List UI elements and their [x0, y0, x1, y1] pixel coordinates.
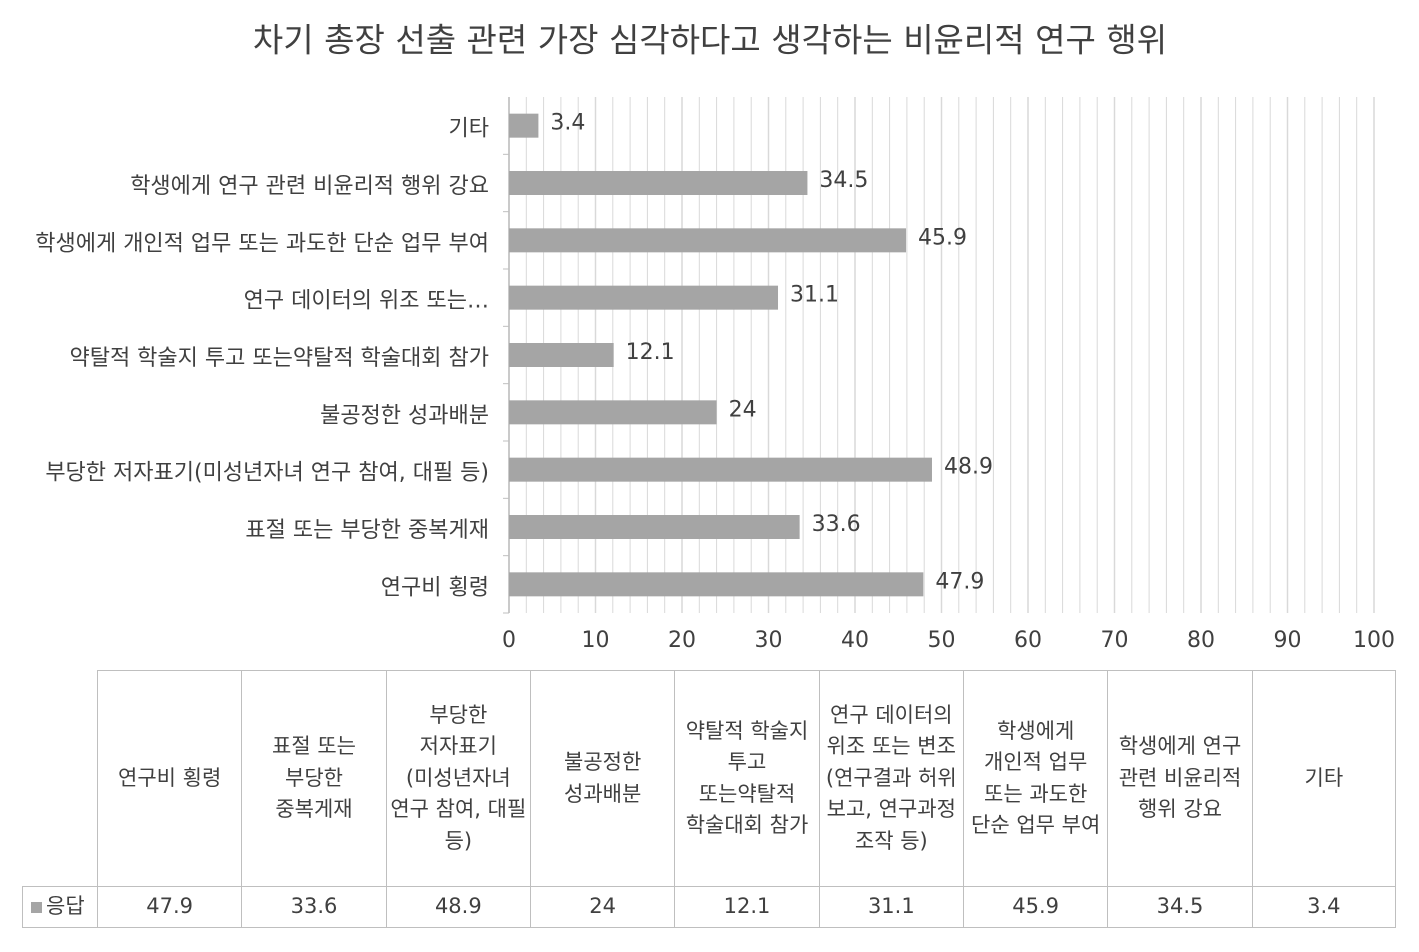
x-tick-label: 30 — [755, 628, 783, 653]
data-label: 34.5 — [819, 168, 868, 193]
bar — [509, 285, 779, 310]
table-value: 3.4 — [1251, 886, 1396, 928]
table-value: 47.9 — [97, 886, 242, 928]
table-header: 학생에게 개인적 업무 또는 과도한 단순 업무 부여 — [963, 670, 1108, 886]
y-tick-label: 부당한 저자표기(미성년자녀 연구 참여, 대필 등) — [45, 461, 489, 486]
x-tick-label: 70 — [1101, 628, 1129, 653]
data-label: 33.6 — [812, 512, 861, 537]
chart-title: 차기 총장 선출 관련 가장 심각하다고 생각하는 비윤리적 연구 행위 — [253, 21, 1167, 60]
data-label: 31.1 — [790, 283, 839, 308]
x-tick-label: 50 — [928, 628, 956, 653]
table-header: 부당한 저자표기(미성년자녀 연구 참여, 대필 등) — [385, 670, 530, 886]
y-tick-label: 학생에게 연구 관련 비윤리적 행위 강요 — [130, 174, 489, 199]
bar — [509, 113, 539, 138]
x-tick-label: 90 — [1274, 628, 1302, 653]
data-label: 3.4 — [550, 111, 585, 136]
y-tick-label: 표절 또는 부당한 중복게재 — [245, 518, 489, 543]
y-tick-label: 불공정한 성과배분 — [320, 403, 489, 428]
table-header: 불공정한 성과배분 — [530, 670, 675, 886]
table-value: 24 — [530, 886, 675, 928]
data-label: 24 — [729, 397, 757, 422]
bar — [509, 171, 808, 195]
bar — [509, 400, 717, 425]
legend-label: 응답 — [46, 894, 85, 919]
table-header: 약탈적 학술지 투고 또는약탈적 학술대회 참가 — [674, 670, 819, 886]
table-value: 48.9 — [385, 886, 530, 928]
legend-cell: 응답 — [22, 886, 97, 928]
table-header: 연구비 횡령 — [97, 670, 242, 886]
y-tick-label: 약탈적 학술지 투고 또는약탈적 학술대회 참가 — [69, 346, 489, 371]
table-value: 33.6 — [241, 886, 386, 928]
bar — [509, 457, 932, 482]
bar — [509, 572, 924, 597]
x-tick-label: 0 — [502, 628, 516, 653]
table-value: 12.1 — [674, 886, 819, 928]
legend-key — [31, 901, 42, 913]
y-tick-label: 연구 데이터의 위조 또는… — [244, 289, 489, 314]
x-tick-label: 60 — [1014, 628, 1042, 653]
data-label: 45.9 — [918, 225, 967, 250]
table-header: 표절 또는 부당한 중복게재 — [241, 670, 386, 886]
table-header: 연구 데이터의 위조 또는 변조(연구결과 허위 보고, 연구과정 조작 등) — [818, 670, 963, 886]
data-label: 12.1 — [626, 340, 675, 365]
y-tick-label: 기타 — [449, 117, 489, 142]
table-value: 45.9 — [963, 886, 1108, 928]
y-tick-label: 학생에게 개인적 업무 또는 과도한 단순 업무 부여 — [35, 231, 489, 256]
table-header: 학생에게 연구 관련 비윤리적 행위 강요 — [1107, 670, 1252, 886]
x-tick-label: 10 — [582, 628, 610, 653]
bar — [509, 515, 800, 539]
bar — [509, 343, 614, 367]
data-label: 47.9 — [935, 569, 984, 594]
x-tick-label: 100 — [1353, 628, 1395, 653]
x-tick-label: 80 — [1187, 628, 1215, 653]
x-tick-label: 20 — [668, 628, 696, 653]
y-tick-label: 연구비 횡령 — [381, 575, 489, 600]
table-value: 31.1 — [818, 886, 963, 928]
x-tick-label: 40 — [841, 628, 869, 653]
table-value: 34.5 — [1107, 886, 1252, 928]
data-label: 48.9 — [944, 455, 993, 480]
bar — [509, 228, 907, 253]
table-header: 기타 — [1251, 670, 1396, 886]
